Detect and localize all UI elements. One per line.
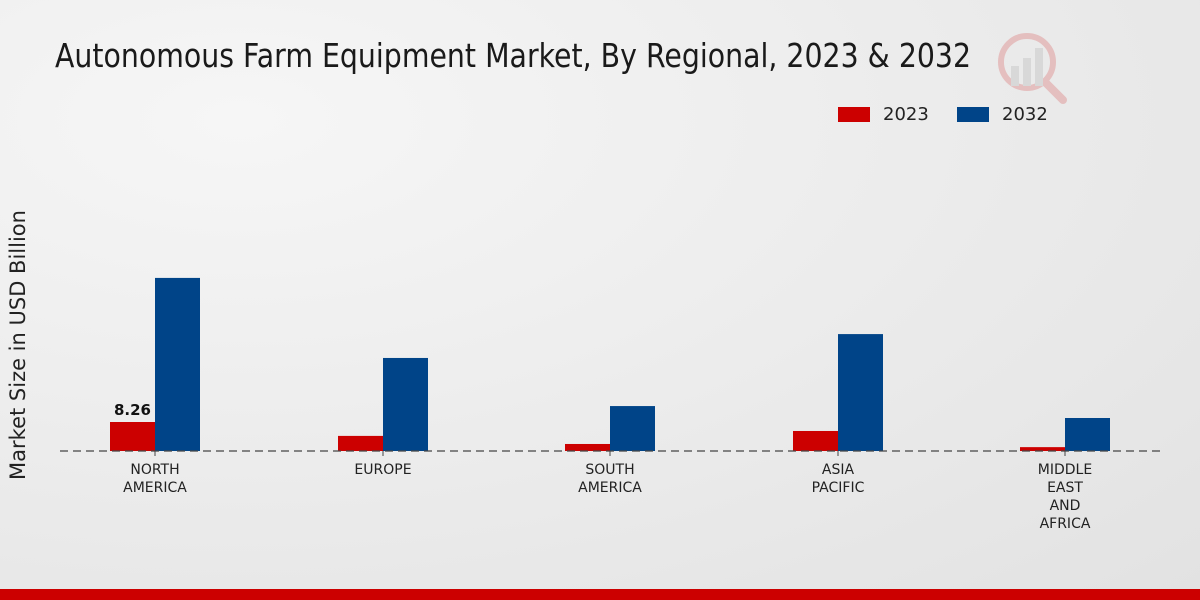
x-tick-label-2: SOUTH AMERICA — [578, 462, 642, 496]
bar-2023-2 — [565, 443, 610, 451]
bar-2032-3 — [838, 334, 883, 451]
bar-2032-1 — [383, 357, 428, 451]
legend-item-2023: 2023 — [838, 104, 929, 125]
watermark-logo-icon — [998, 33, 1067, 104]
legend-label-2023: 2023 — [883, 104, 929, 125]
x-tick-label-1: EUROPE — [354, 462, 411, 478]
chart-title: Autonomous Farm Equipment Market, By Reg… — [55, 36, 972, 75]
x-tick-label-3: ASIA PACIFIC — [812, 462, 865, 496]
data-label-0: 8.26 — [114, 401, 151, 419]
legend-item-2032: 2032 — [957, 104, 1048, 125]
legend-swatch-2023 — [838, 107, 870, 122]
bar-2023-4 — [1020, 447, 1065, 451]
x-tick-label-4: MIDDLE EAST AND AFRICA — [1038, 462, 1092, 532]
bar-2032-0 — [155, 277, 200, 451]
bar-2032-2 — [610, 406, 655, 451]
bar-2023-0 — [110, 422, 155, 451]
x-tick-label-0: NORTH AMERICA — [123, 462, 187, 496]
bar-2023-1 — [338, 435, 383, 451]
legend-label-2032: 2032 — [1002, 104, 1048, 125]
bar-2032-4 — [1065, 417, 1110, 451]
bottom-accent-bar — [0, 589, 1200, 600]
bar-2023-3 — [793, 430, 838, 451]
legend-swatch-2032 — [957, 107, 989, 122]
